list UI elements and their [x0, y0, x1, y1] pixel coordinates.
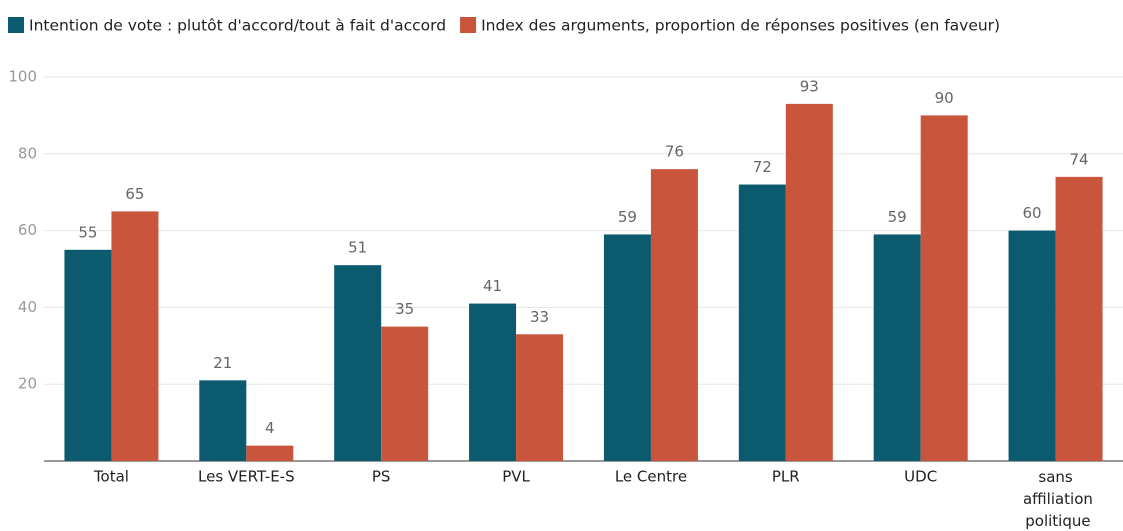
- value-label: 51: [348, 239, 367, 257]
- x-tick-label: PVL: [502, 468, 530, 486]
- value-label: 74: [1070, 150, 1089, 168]
- value-label: 41: [483, 277, 502, 295]
- legend-swatch: [8, 17, 24, 33]
- value-label: 55: [78, 223, 97, 241]
- bar: [334, 265, 382, 461]
- value-label: 90: [935, 89, 954, 107]
- bar: [199, 380, 247, 461]
- bar: [920, 115, 968, 462]
- y-tick-label: 60: [18, 221, 37, 239]
- bar: [785, 103, 833, 461]
- bar: [1008, 230, 1056, 461]
- x-tick-label: sans affiliation politique: [1018, 468, 1093, 530]
- x-tick-label: UDC: [904, 468, 937, 486]
- bar: [469, 303, 517, 461]
- value-label: 21: [213, 354, 232, 372]
- y-tick-label: 20: [18, 375, 37, 393]
- value-label: 59: [618, 208, 637, 226]
- bar: [650, 169, 698, 461]
- legend-swatch: [460, 17, 477, 33]
- bar: [381, 326, 429, 461]
- bar: [873, 234, 921, 461]
- bar: [111, 211, 159, 461]
- value-label: 93: [800, 77, 819, 95]
- value-label: 35: [395, 300, 414, 318]
- x-tick-label: Les VERT-E-S: [198, 468, 295, 486]
- value-label: 4: [265, 419, 275, 437]
- x-tick-label: PLR: [772, 468, 800, 486]
- value-label: 60: [1023, 204, 1042, 222]
- value-label: 65: [125, 185, 144, 203]
- value-label: 76: [665, 143, 684, 161]
- x-tick-label: Le Centre: [615, 468, 687, 486]
- bar: [603, 234, 651, 461]
- bar: [64, 249, 112, 461]
- legend-label: Intention de vote : plutôt d'accord/tout…: [29, 17, 446, 35]
- bar: [738, 184, 786, 461]
- bar: [246, 445, 294, 461]
- value-label: 33: [530, 308, 549, 326]
- x-tick-label: Total: [93, 468, 129, 486]
- bar: [516, 334, 564, 461]
- value-label: 59: [888, 208, 907, 226]
- y-tick-label: 100: [8, 68, 37, 86]
- y-tick-label: 40: [18, 298, 37, 316]
- y-tick-label: 80: [18, 144, 37, 162]
- value-label: 72: [753, 158, 772, 176]
- bar: [1055, 176, 1103, 461]
- x-tick-label: PS: [372, 468, 391, 486]
- legend-label: Index des arguments, proportion de répon…: [481, 17, 1000, 35]
